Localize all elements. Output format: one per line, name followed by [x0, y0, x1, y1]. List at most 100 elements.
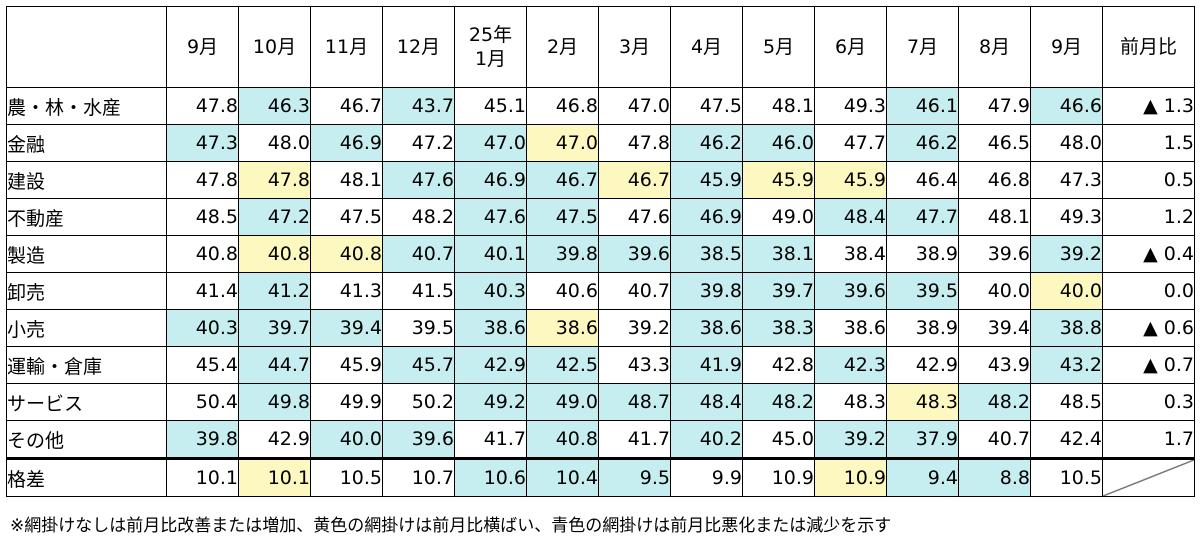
value-cell: 45.4: [166, 346, 239, 384]
column-header: 4月: [670, 6, 743, 88]
value-cell: 47.8: [598, 124, 671, 162]
value-cell: 38.9: [886, 309, 959, 347]
row-label: 運輸・倉庫: [6, 346, 167, 384]
value-cell: 48.3: [814, 383, 887, 421]
value-cell: 43.9: [958, 346, 1031, 384]
header-row: 9月 10月 11月 12月 25年 1月 2月 3月 4月 5月 6月 7月 8月 9月 前月比: [6, 6, 1195, 88]
value-cell: 39.5: [382, 309, 455, 347]
column-header: 7月: [886, 6, 959, 88]
value-cell: 39.6: [382, 420, 455, 459]
value-cell: 10.5: [1030, 457, 1103, 497]
value-cell: 48.4: [814, 198, 887, 236]
value-cell: 47.0: [454, 124, 527, 162]
value-cell: 48.0: [238, 124, 311, 162]
value-cell: 50.2: [382, 383, 455, 421]
value-cell: 48.5: [166, 198, 239, 236]
value-cell: 47.2: [382, 124, 455, 162]
value-cell: 45.9: [742, 161, 815, 199]
value-cell: 46.2: [886, 124, 959, 162]
value-cell: 47.8: [166, 87, 239, 125]
column-header: 5月: [742, 6, 815, 88]
change-cell: ▲ 0.4: [1102, 235, 1195, 273]
value-cell: 41.4: [166, 272, 239, 310]
value-cell: 9.4: [886, 457, 959, 497]
change-cell: 0.0: [1102, 272, 1195, 310]
value-cell: 9.5: [598, 457, 671, 497]
value-cell: 39.4: [958, 309, 1031, 347]
row-label: サービス: [6, 383, 167, 421]
value-cell: 40.3: [454, 272, 527, 310]
column-header: 25年 1月: [454, 6, 527, 88]
value-cell: 10.4: [526, 457, 599, 497]
value-cell: 40.2: [670, 420, 743, 459]
value-cell: 47.5: [310, 198, 383, 236]
value-cell: 45.7: [382, 346, 455, 384]
row-label: 卸売: [6, 272, 167, 310]
column-header: 2月: [526, 6, 599, 88]
value-cell: 46.4: [886, 161, 959, 199]
value-cell: 10.9: [742, 457, 815, 497]
value-cell: 10.5: [310, 457, 383, 497]
row-label: 小売: [6, 309, 167, 347]
value-cell: 48.2: [958, 383, 1031, 421]
value-cell: 39.8: [670, 272, 743, 310]
value-cell: 48.1: [958, 198, 1031, 236]
value-cell: 10.7: [382, 457, 455, 497]
column-header: 11月: [310, 6, 383, 88]
value-cell: 46.8: [958, 161, 1031, 199]
row-label: 格差: [6, 457, 167, 497]
value-cell: 47.7: [886, 198, 959, 236]
value-cell: 47.0: [598, 87, 671, 125]
table-row: サービス 50.4 49.8 49.9 50.2 49.2 49.0 48.7 48.4 48.2…: [6, 383, 1195, 421]
value-cell: 38.9: [886, 235, 959, 273]
value-cell: 39.8: [526, 235, 599, 273]
table-row: 金融 47.3 48.0 46.9 47.2 47.0 47.0 47.8 46.2 46.0 47…: [6, 124, 1195, 162]
change-cell: ▲ 1.3: [1102, 87, 1195, 125]
column-header: 12月: [382, 6, 455, 88]
value-cell: 49.3: [814, 87, 887, 125]
value-cell: 40.3: [166, 309, 239, 347]
value-cell: 40.7: [382, 235, 455, 273]
value-cell: 41.2: [238, 272, 311, 310]
value-cell: 40.7: [598, 272, 671, 310]
value-cell: 48.4: [670, 383, 743, 421]
value-cell: 47.5: [526, 198, 599, 236]
value-cell: 39.2: [598, 309, 671, 347]
value-cell: 47.8: [166, 161, 239, 199]
table-row: 運輸・倉庫 45.4 44.7 45.9 45.7 42.9 42.5 43.3 41.9 42.…: [6, 346, 1195, 384]
value-cell: 8.8: [958, 457, 1031, 497]
value-cell: 45.1: [454, 87, 527, 125]
change-cell: ▲ 0.6: [1102, 309, 1195, 347]
value-cell: 46.9: [310, 124, 383, 162]
value-cell: 38.6: [670, 309, 743, 347]
value-cell: 40.8: [166, 235, 239, 273]
table-row: 建設 47.8 47.8 48.1 47.6 46.9 46.7 46.7 45.9 45.9 45…: [6, 161, 1195, 199]
value-cell: 10.6: [454, 457, 527, 497]
value-cell: 39.2: [814, 420, 887, 459]
value-cell: 46.9: [454, 161, 527, 199]
value-cell: 38.5: [670, 235, 743, 273]
value-cell: 39.2: [1030, 235, 1103, 273]
value-cell: 44.7: [238, 346, 311, 384]
value-cell: 49.0: [742, 198, 815, 236]
value-cell: 39.6: [814, 272, 887, 310]
value-cell: 40.7: [958, 420, 1031, 459]
value-cell: 10.1: [166, 457, 239, 497]
value-cell: 42.9: [238, 420, 311, 459]
value-cell: 49.2: [454, 383, 527, 421]
value-cell: 39.7: [742, 272, 815, 310]
value-cell: 39.5: [886, 272, 959, 310]
value-cell: 46.7: [526, 161, 599, 199]
table-row: 農・林・水産 47.8 46.3 46.7 43.7 45.1 46.8 47.0 47.5 48…: [6, 87, 1195, 125]
value-cell: 47.6: [382, 161, 455, 199]
value-cell: 47.6: [598, 198, 671, 236]
value-cell: 46.9: [670, 198, 743, 236]
value-cell: 40.8: [310, 235, 383, 273]
value-cell: 46.0: [742, 124, 815, 162]
value-cell: 43.3: [598, 346, 671, 384]
value-cell: 47.3: [1030, 161, 1103, 199]
column-header: 9月: [1030, 6, 1103, 88]
table-row: 不動産 48.5 47.2 47.5 48.2 47.6 47.5 47.6 46.9 49.0 4…: [6, 198, 1195, 236]
value-cell: 49.8: [238, 383, 311, 421]
change-cell: 1.7: [1102, 420, 1195, 459]
